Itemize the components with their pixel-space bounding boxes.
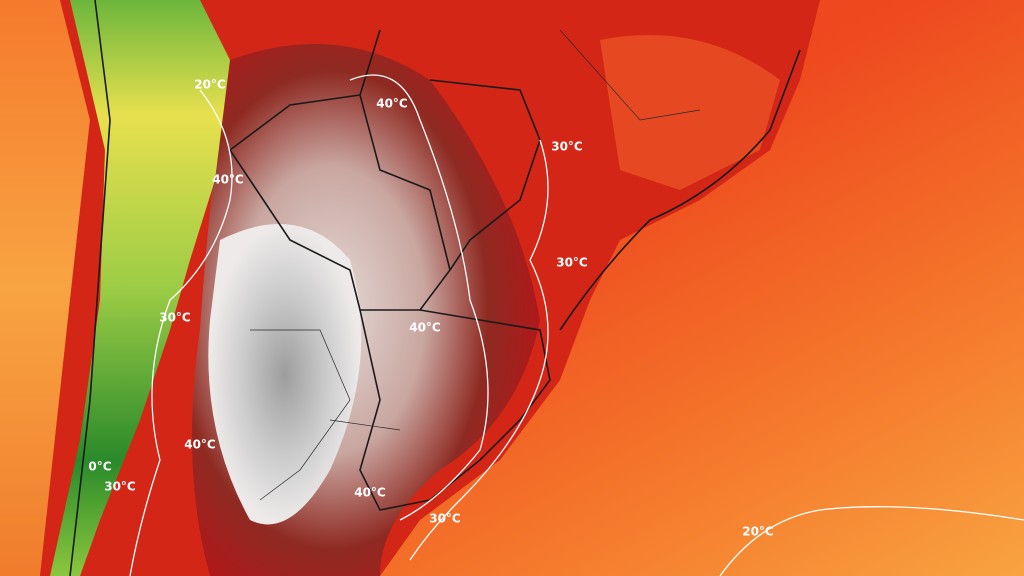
contour-label: 40°C — [376, 97, 408, 111]
contour-label: 30°C — [159, 311, 191, 325]
contour-label: 0°C — [88, 460, 111, 474]
extreme-region — [208, 224, 362, 525]
contour-label: 40°C — [354, 486, 386, 500]
contour-label: 30°C — [104, 480, 136, 494]
borders — [69, 0, 801, 576]
andes — [50, 0, 230, 576]
pacific — [0, 0, 90, 576]
isotherms — [129, 74, 1024, 576]
contour-label: 20°C — [742, 525, 774, 539]
contour-labels: 20°C 40°C 30°C 40°C 30°C 30°C 40°C 40°C 0°C 30°C 4… — [88, 78, 774, 539]
contour-label: 40°C — [184, 438, 216, 452]
land-warm — [600, 35, 780, 190]
contour-label: 30°C — [556, 256, 588, 270]
contour-label: 40°C — [212, 173, 244, 187]
contour-label: 30°C — [429, 512, 461, 526]
contour-label: 20°C — [194, 78, 226, 92]
contour-label: 40°C — [409, 321, 441, 335]
contour-label: 30°C — [551, 140, 583, 154]
